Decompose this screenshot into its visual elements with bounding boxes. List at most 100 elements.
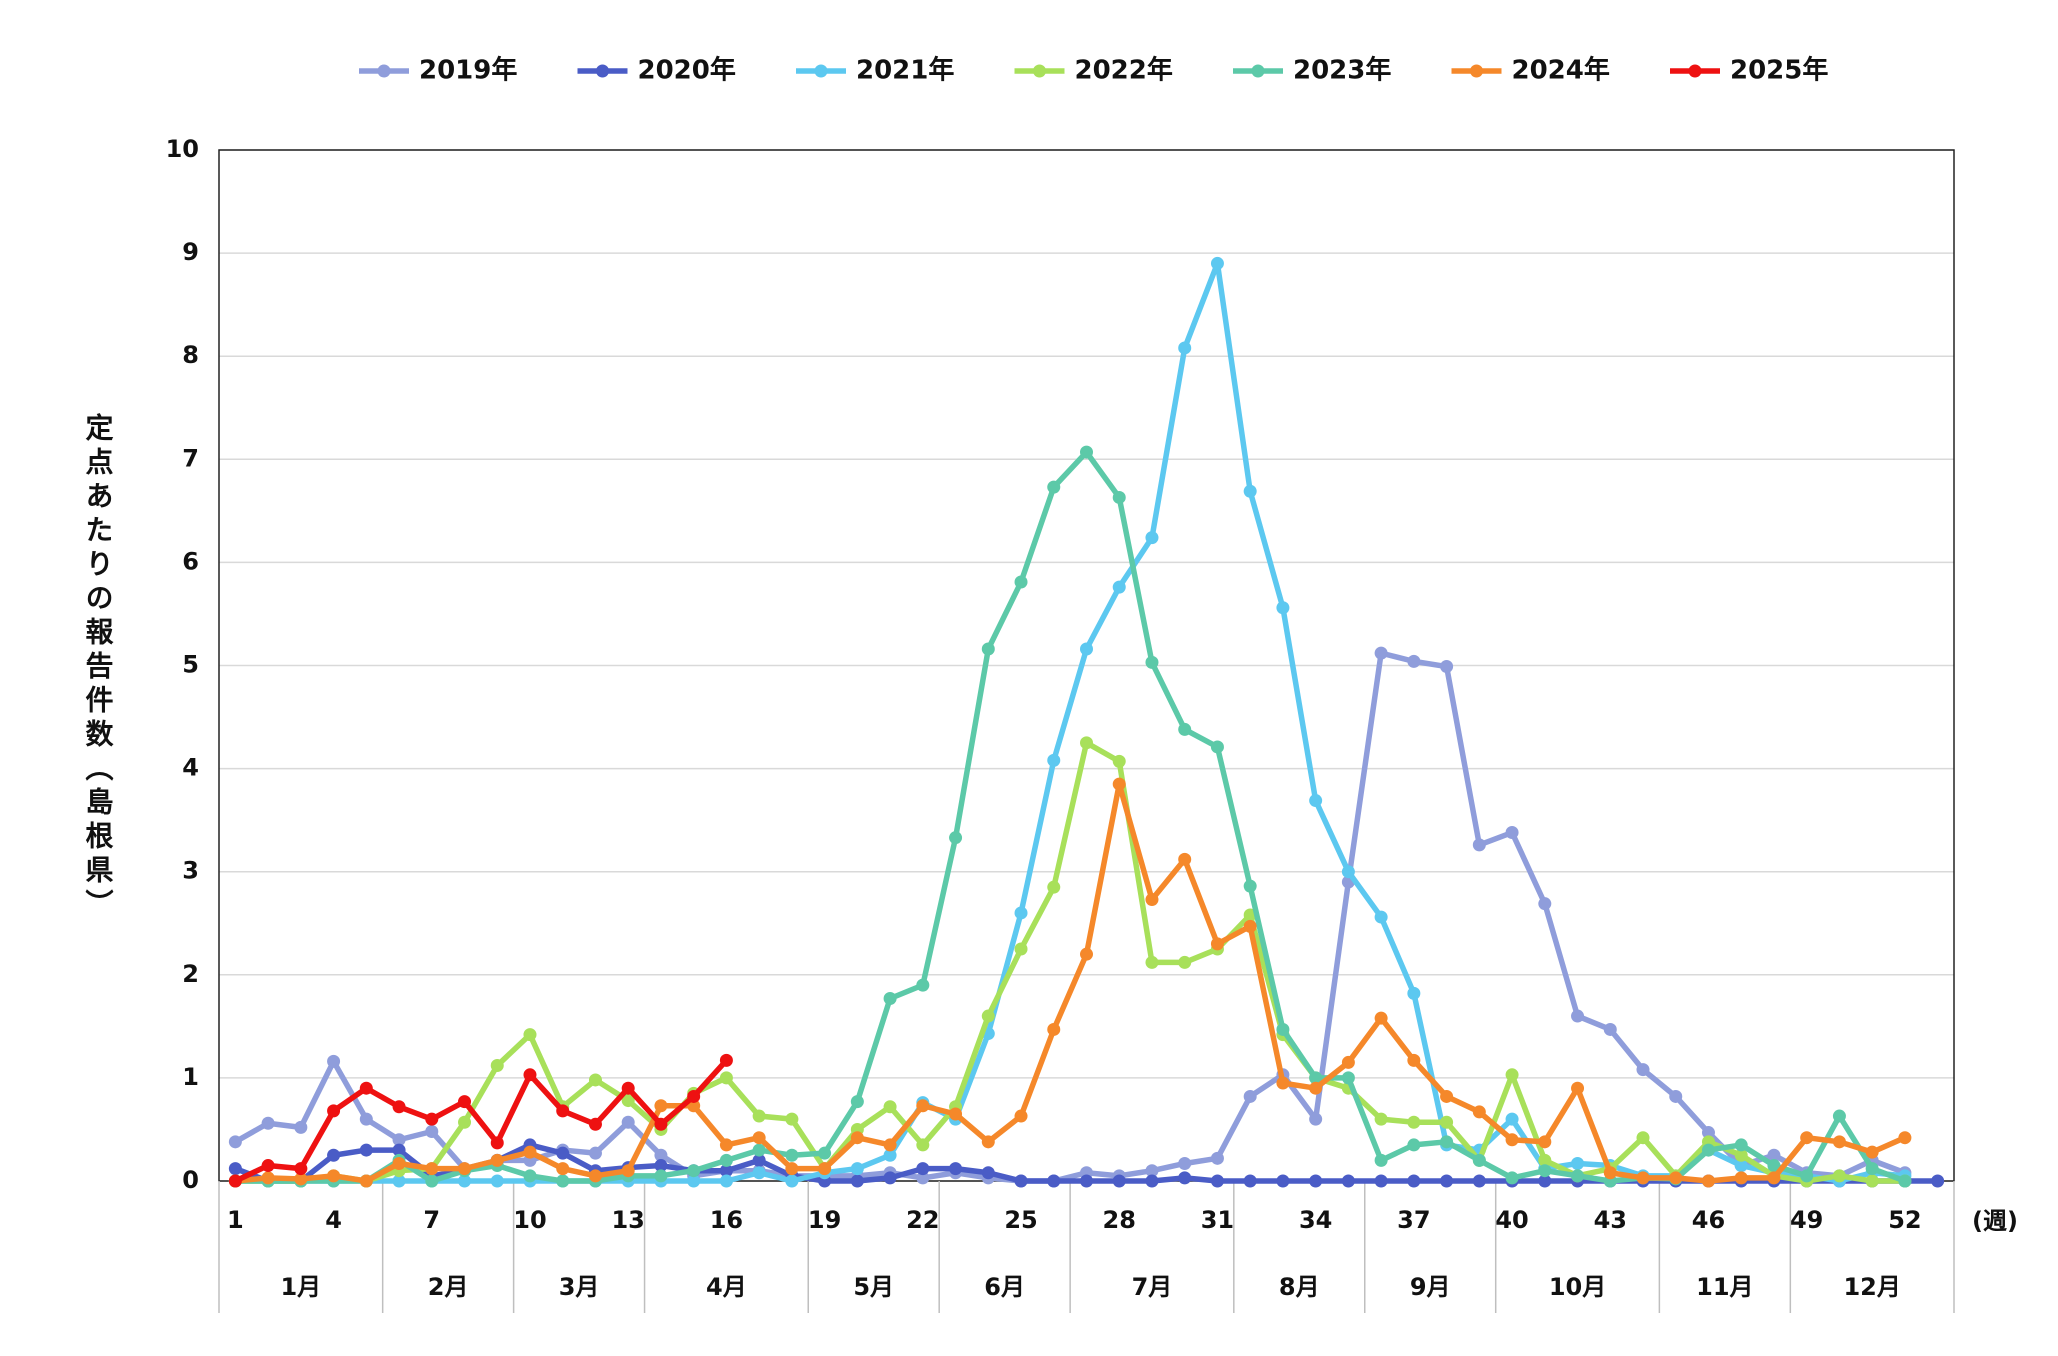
series-marker — [1080, 1174, 1093, 1188]
legend-marker — [1033, 64, 1046, 78]
x-tick-label: 37 — [1397, 1206, 1430, 1234]
series-marker — [1505, 1068, 1519, 1082]
x-tick-label: 19 — [808, 1206, 841, 1234]
series-marker — [1309, 1071, 1323, 1085]
series-marker — [1407, 986, 1421, 1000]
month-label: 3月 — [559, 1273, 600, 1301]
series-marker — [850, 1174, 864, 1188]
series-marker — [850, 1162, 864, 1176]
series-marker — [1407, 1115, 1421, 1129]
series-marker — [1243, 879, 1257, 893]
series-marker — [1047, 1022, 1061, 1036]
legend-label: 2021年 — [856, 55, 954, 86]
series-marker — [719, 1138, 733, 1152]
series-marker — [556, 1162, 570, 1176]
series-marker — [883, 992, 897, 1006]
month-label: 2月 — [428, 1273, 469, 1301]
legend-marker — [596, 64, 609, 78]
series-marker — [1734, 1171, 1748, 1185]
series-marker — [1341, 1174, 1355, 1188]
y-tick-label: 9 — [182, 238, 199, 266]
series-marker — [621, 1164, 635, 1178]
series-marker — [883, 1148, 897, 1162]
series-marker — [1341, 865, 1355, 879]
series-marker — [1014, 1174, 1028, 1188]
series-marker — [949, 1162, 963, 1176]
series-marker — [327, 1054, 341, 1068]
series-marker — [785, 1174, 799, 1188]
series-marker — [425, 1162, 439, 1176]
series-marker — [1472, 1174, 1486, 1188]
series-line — [234, 650, 1906, 1184]
month-label: 7月 — [1132, 1273, 1173, 1301]
series-marker — [687, 1174, 701, 1188]
y-tick-label: 6 — [182, 547, 199, 575]
series-marker — [1309, 1174, 1323, 1188]
series-marker — [1374, 1174, 1388, 1188]
x-tick-label: 25 — [1004, 1206, 1037, 1234]
series-marker — [1080, 947, 1093, 961]
series-marker — [1505, 1112, 1519, 1126]
series-marker — [327, 1148, 341, 1162]
series-marker — [719, 1053, 733, 1067]
series-marker — [1309, 1112, 1323, 1126]
series-marker — [752, 1153, 766, 1167]
series-marker — [1472, 1153, 1486, 1167]
series-marker — [1538, 897, 1552, 911]
series-marker — [1701, 1126, 1715, 1140]
series-marker — [523, 1068, 537, 1082]
series-marker — [1734, 1138, 1748, 1152]
legend-label: 2020年 — [638, 55, 736, 86]
x-tick-label: 40 — [1495, 1206, 1528, 1234]
x-tick-label: 34 — [1299, 1206, 1332, 1234]
x-tick-label: 4 — [325, 1206, 342, 1234]
series-marker — [981, 1135, 995, 1149]
series-marker — [916, 1138, 930, 1152]
legend-label: 2022年 — [1075, 55, 1173, 86]
series-marker — [1865, 1145, 1879, 1159]
series-marker — [1472, 838, 1486, 852]
series-marker — [1865, 1174, 1879, 1188]
series-line — [235, 781, 1907, 1184]
series-marker — [523, 1028, 537, 1042]
series-marker — [1374, 1153, 1388, 1167]
series-marker — [1832, 1169, 1846, 1183]
series-marker — [425, 1174, 439, 1188]
series-marker — [1767, 1171, 1781, 1185]
series-marker — [654, 1148, 668, 1162]
series-marker — [228, 1174, 242, 1188]
series-marker — [1210, 1174, 1224, 1188]
series-marker — [359, 1112, 373, 1126]
x-tick-label: 16 — [710, 1206, 743, 1234]
series-marker — [1407, 654, 1421, 668]
series-marker — [1865, 1162, 1879, 1176]
series-marker — [1374, 1112, 1388, 1126]
series-marker — [1080, 736, 1093, 750]
series-marker — [719, 1174, 733, 1188]
series-marker — [1178, 341, 1192, 355]
series-marker — [359, 1143, 373, 1157]
series-marker — [654, 1099, 668, 1113]
series-marker — [1407, 1138, 1421, 1152]
month-label: 4月 — [706, 1273, 747, 1301]
series-marker — [1210, 1151, 1224, 1165]
legend-marker — [377, 64, 391, 78]
month-label: 12月 — [1843, 1273, 1900, 1301]
series-marker — [294, 1162, 308, 1176]
series-marker — [1538, 1153, 1552, 1167]
series-marker — [1898, 1131, 1912, 1145]
series-marker — [588, 1073, 602, 1087]
month-label: 1月 — [280, 1273, 321, 1301]
legend-marker — [1251, 64, 1265, 78]
series-marker — [1832, 1109, 1846, 1123]
series-marker — [556, 1104, 570, 1118]
x-axis-label: (週) — [1972, 1207, 2018, 1235]
series-marker — [981, 1166, 995, 1180]
series-marker — [949, 1107, 963, 1121]
series-marker — [981, 642, 995, 656]
series-marker — [1112, 777, 1126, 791]
series-marker — [1276, 1174, 1290, 1188]
x-tick-label: 1 — [227, 1206, 244, 1234]
series-marker — [1571, 1009, 1585, 1023]
series-marker — [392, 1100, 406, 1114]
